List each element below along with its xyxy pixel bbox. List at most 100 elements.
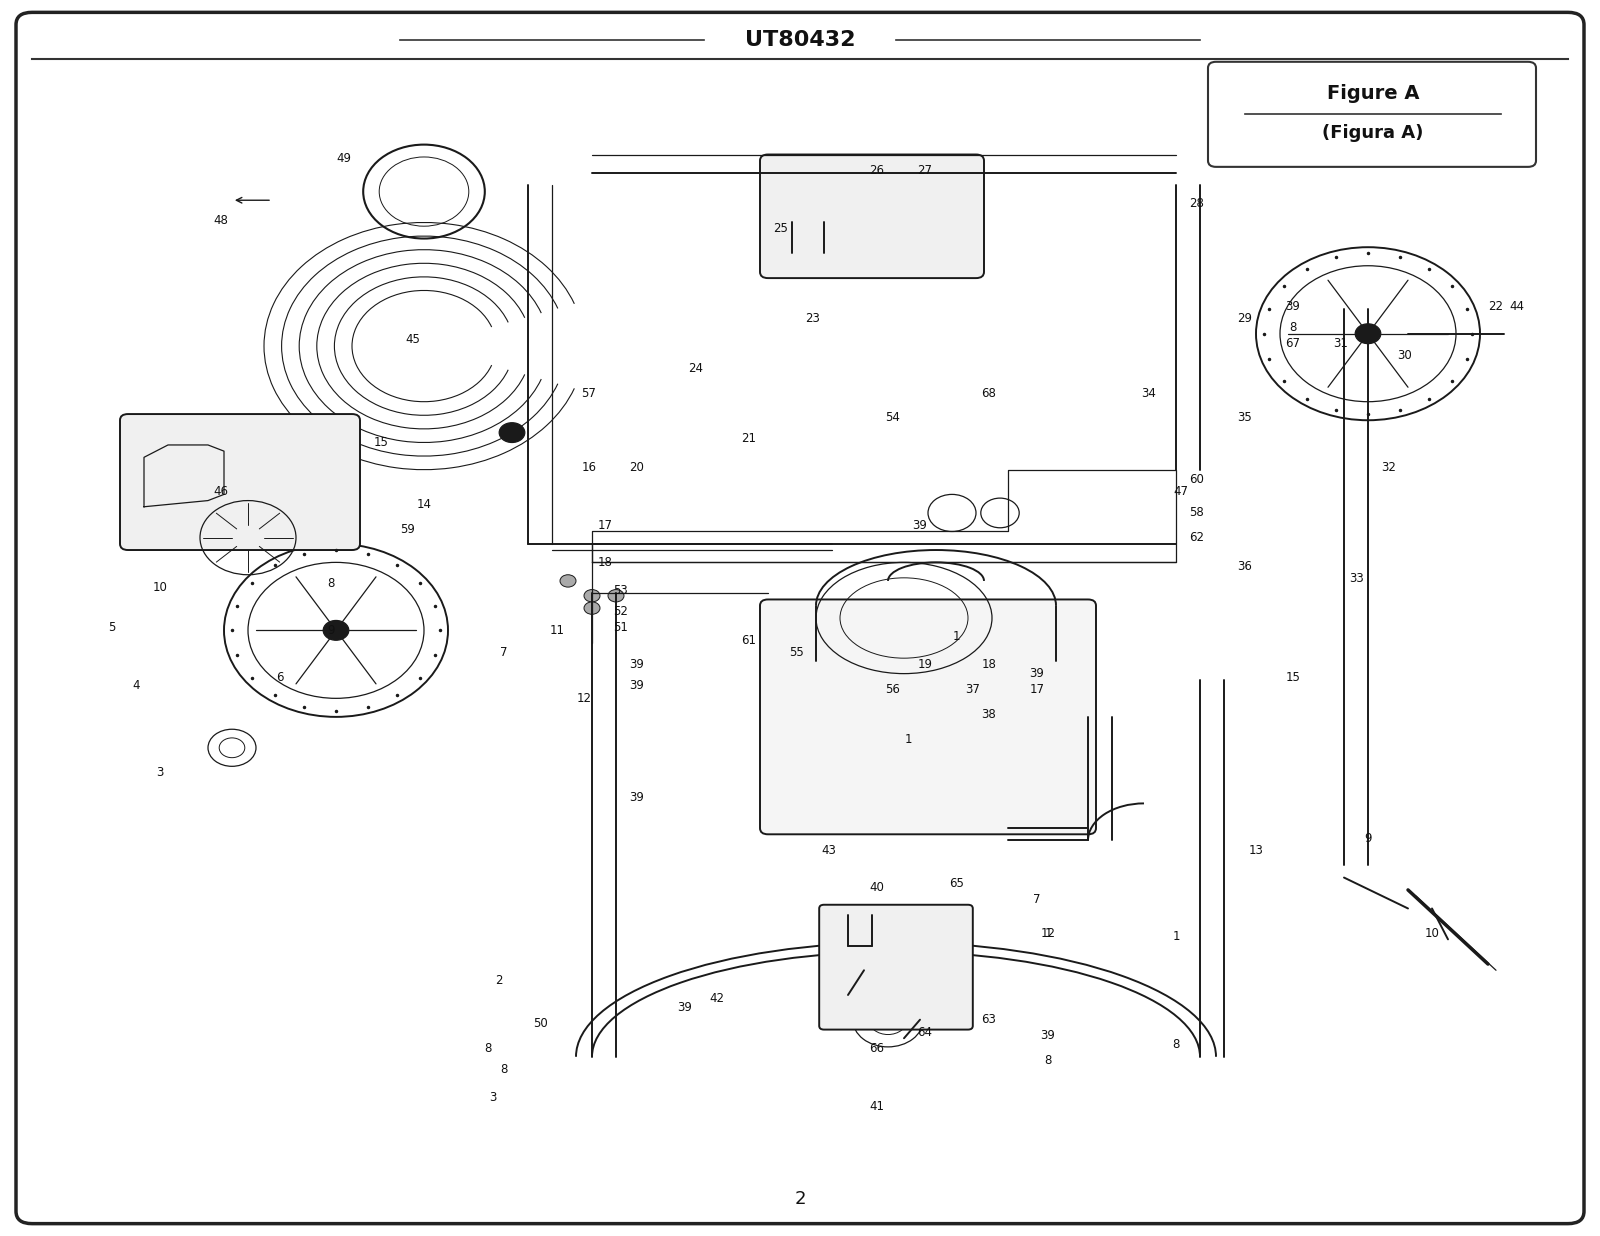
Text: 25: 25: [773, 222, 789, 235]
Text: 27: 27: [917, 164, 933, 177]
Text: 50: 50: [533, 1017, 549, 1030]
Text: 56: 56: [885, 684, 901, 696]
Text: 21: 21: [741, 433, 757, 445]
Text: 46: 46: [213, 486, 229, 498]
Text: 57: 57: [581, 387, 597, 399]
Text: 63: 63: [981, 1014, 997, 1026]
Text: 43: 43: [821, 844, 837, 857]
Text: (Figura A): (Figura A): [1322, 125, 1424, 142]
Text: 8: 8: [1173, 1038, 1179, 1051]
Text: 34: 34: [1141, 387, 1157, 399]
Text: 39: 39: [1029, 667, 1045, 680]
Text: 15: 15: [1285, 671, 1301, 684]
Text: 58: 58: [1189, 507, 1205, 519]
Circle shape: [499, 423, 525, 442]
Text: 28: 28: [1189, 198, 1205, 210]
Text: 64: 64: [917, 1026, 933, 1038]
Text: 26: 26: [869, 164, 885, 177]
Text: 39: 39: [677, 1001, 693, 1014]
Text: 39: 39: [629, 791, 645, 803]
Text: Figure A: Figure A: [1326, 84, 1419, 104]
FancyBboxPatch shape: [120, 414, 360, 550]
Text: 8: 8: [1045, 1054, 1051, 1067]
Text: 32: 32: [1381, 461, 1397, 473]
Text: 20: 20: [629, 461, 645, 473]
Text: 39: 39: [1040, 1030, 1056, 1042]
Text: 53: 53: [613, 585, 629, 597]
Text: 18: 18: [981, 659, 997, 671]
Text: 61: 61: [741, 634, 757, 646]
Text: 2: 2: [496, 974, 502, 986]
Text: 7: 7: [1034, 894, 1040, 906]
Text: 1: 1: [954, 630, 960, 643]
Text: 6: 6: [277, 671, 283, 684]
Text: 9: 9: [328, 624, 334, 637]
Text: 15: 15: [373, 436, 389, 449]
Text: 13: 13: [1248, 844, 1264, 857]
Text: 3: 3: [490, 1091, 496, 1104]
Text: 68: 68: [981, 387, 997, 399]
Text: 24: 24: [688, 362, 704, 375]
Circle shape: [323, 620, 349, 640]
Text: 4: 4: [133, 680, 139, 692]
Text: 17: 17: [1029, 684, 1045, 696]
Text: 39: 39: [629, 680, 645, 692]
Text: 33: 33: [1349, 572, 1365, 585]
Text: 44: 44: [1509, 300, 1525, 313]
Text: 9: 9: [1365, 832, 1371, 844]
Text: 55: 55: [789, 646, 805, 659]
Text: 65: 65: [949, 878, 965, 890]
Circle shape: [608, 590, 624, 602]
Text: 48: 48: [213, 214, 229, 226]
Text: 8: 8: [328, 577, 334, 590]
Text: 41: 41: [869, 1100, 885, 1112]
Text: 62: 62: [1189, 531, 1205, 544]
Text: 18: 18: [597, 556, 613, 569]
Circle shape: [584, 602, 600, 614]
Text: 22: 22: [1488, 300, 1504, 313]
Text: 39: 39: [912, 519, 928, 531]
Text: 12: 12: [1040, 927, 1056, 939]
Text: 54: 54: [885, 412, 901, 424]
Text: 39: 39: [1285, 300, 1301, 313]
Text: 8: 8: [485, 1042, 491, 1054]
Text: 17: 17: [597, 519, 613, 531]
Text: 12: 12: [576, 692, 592, 705]
Text: 2: 2: [794, 1190, 806, 1208]
Text: 16: 16: [581, 461, 597, 473]
Text: 19: 19: [917, 659, 933, 671]
Text: 52: 52: [613, 606, 629, 618]
Circle shape: [1355, 324, 1381, 344]
Text: 36: 36: [1237, 560, 1253, 572]
Text: 37: 37: [965, 684, 981, 696]
Text: 29: 29: [1237, 313, 1253, 325]
Text: 5: 5: [109, 622, 115, 634]
Text: 1: 1: [1045, 927, 1051, 939]
Text: 23: 23: [805, 313, 821, 325]
Text: 35: 35: [1237, 412, 1253, 424]
Text: 7: 7: [501, 646, 507, 659]
Text: 11: 11: [549, 624, 565, 637]
Text: 66: 66: [869, 1042, 885, 1054]
Text: 1: 1: [1173, 931, 1179, 943]
FancyBboxPatch shape: [760, 599, 1096, 834]
Text: 67: 67: [1285, 337, 1301, 350]
Text: 30: 30: [1397, 350, 1413, 362]
Circle shape: [584, 590, 600, 602]
Text: 39: 39: [629, 659, 645, 671]
Circle shape: [560, 575, 576, 587]
Text: 1: 1: [906, 733, 912, 745]
Text: 49: 49: [336, 152, 352, 164]
Text: 51: 51: [613, 622, 629, 634]
Text: 59: 59: [400, 523, 416, 535]
Text: 42: 42: [709, 993, 725, 1005]
FancyBboxPatch shape: [819, 905, 973, 1030]
Text: 31: 31: [1333, 337, 1349, 350]
Text: 10: 10: [1424, 927, 1440, 939]
Text: 38: 38: [981, 708, 997, 721]
Text: 3: 3: [157, 766, 163, 779]
Text: UT80432: UT80432: [744, 30, 856, 49]
Text: 10: 10: [152, 581, 168, 593]
Text: 45: 45: [405, 334, 421, 346]
Text: 8: 8: [1290, 321, 1296, 334]
